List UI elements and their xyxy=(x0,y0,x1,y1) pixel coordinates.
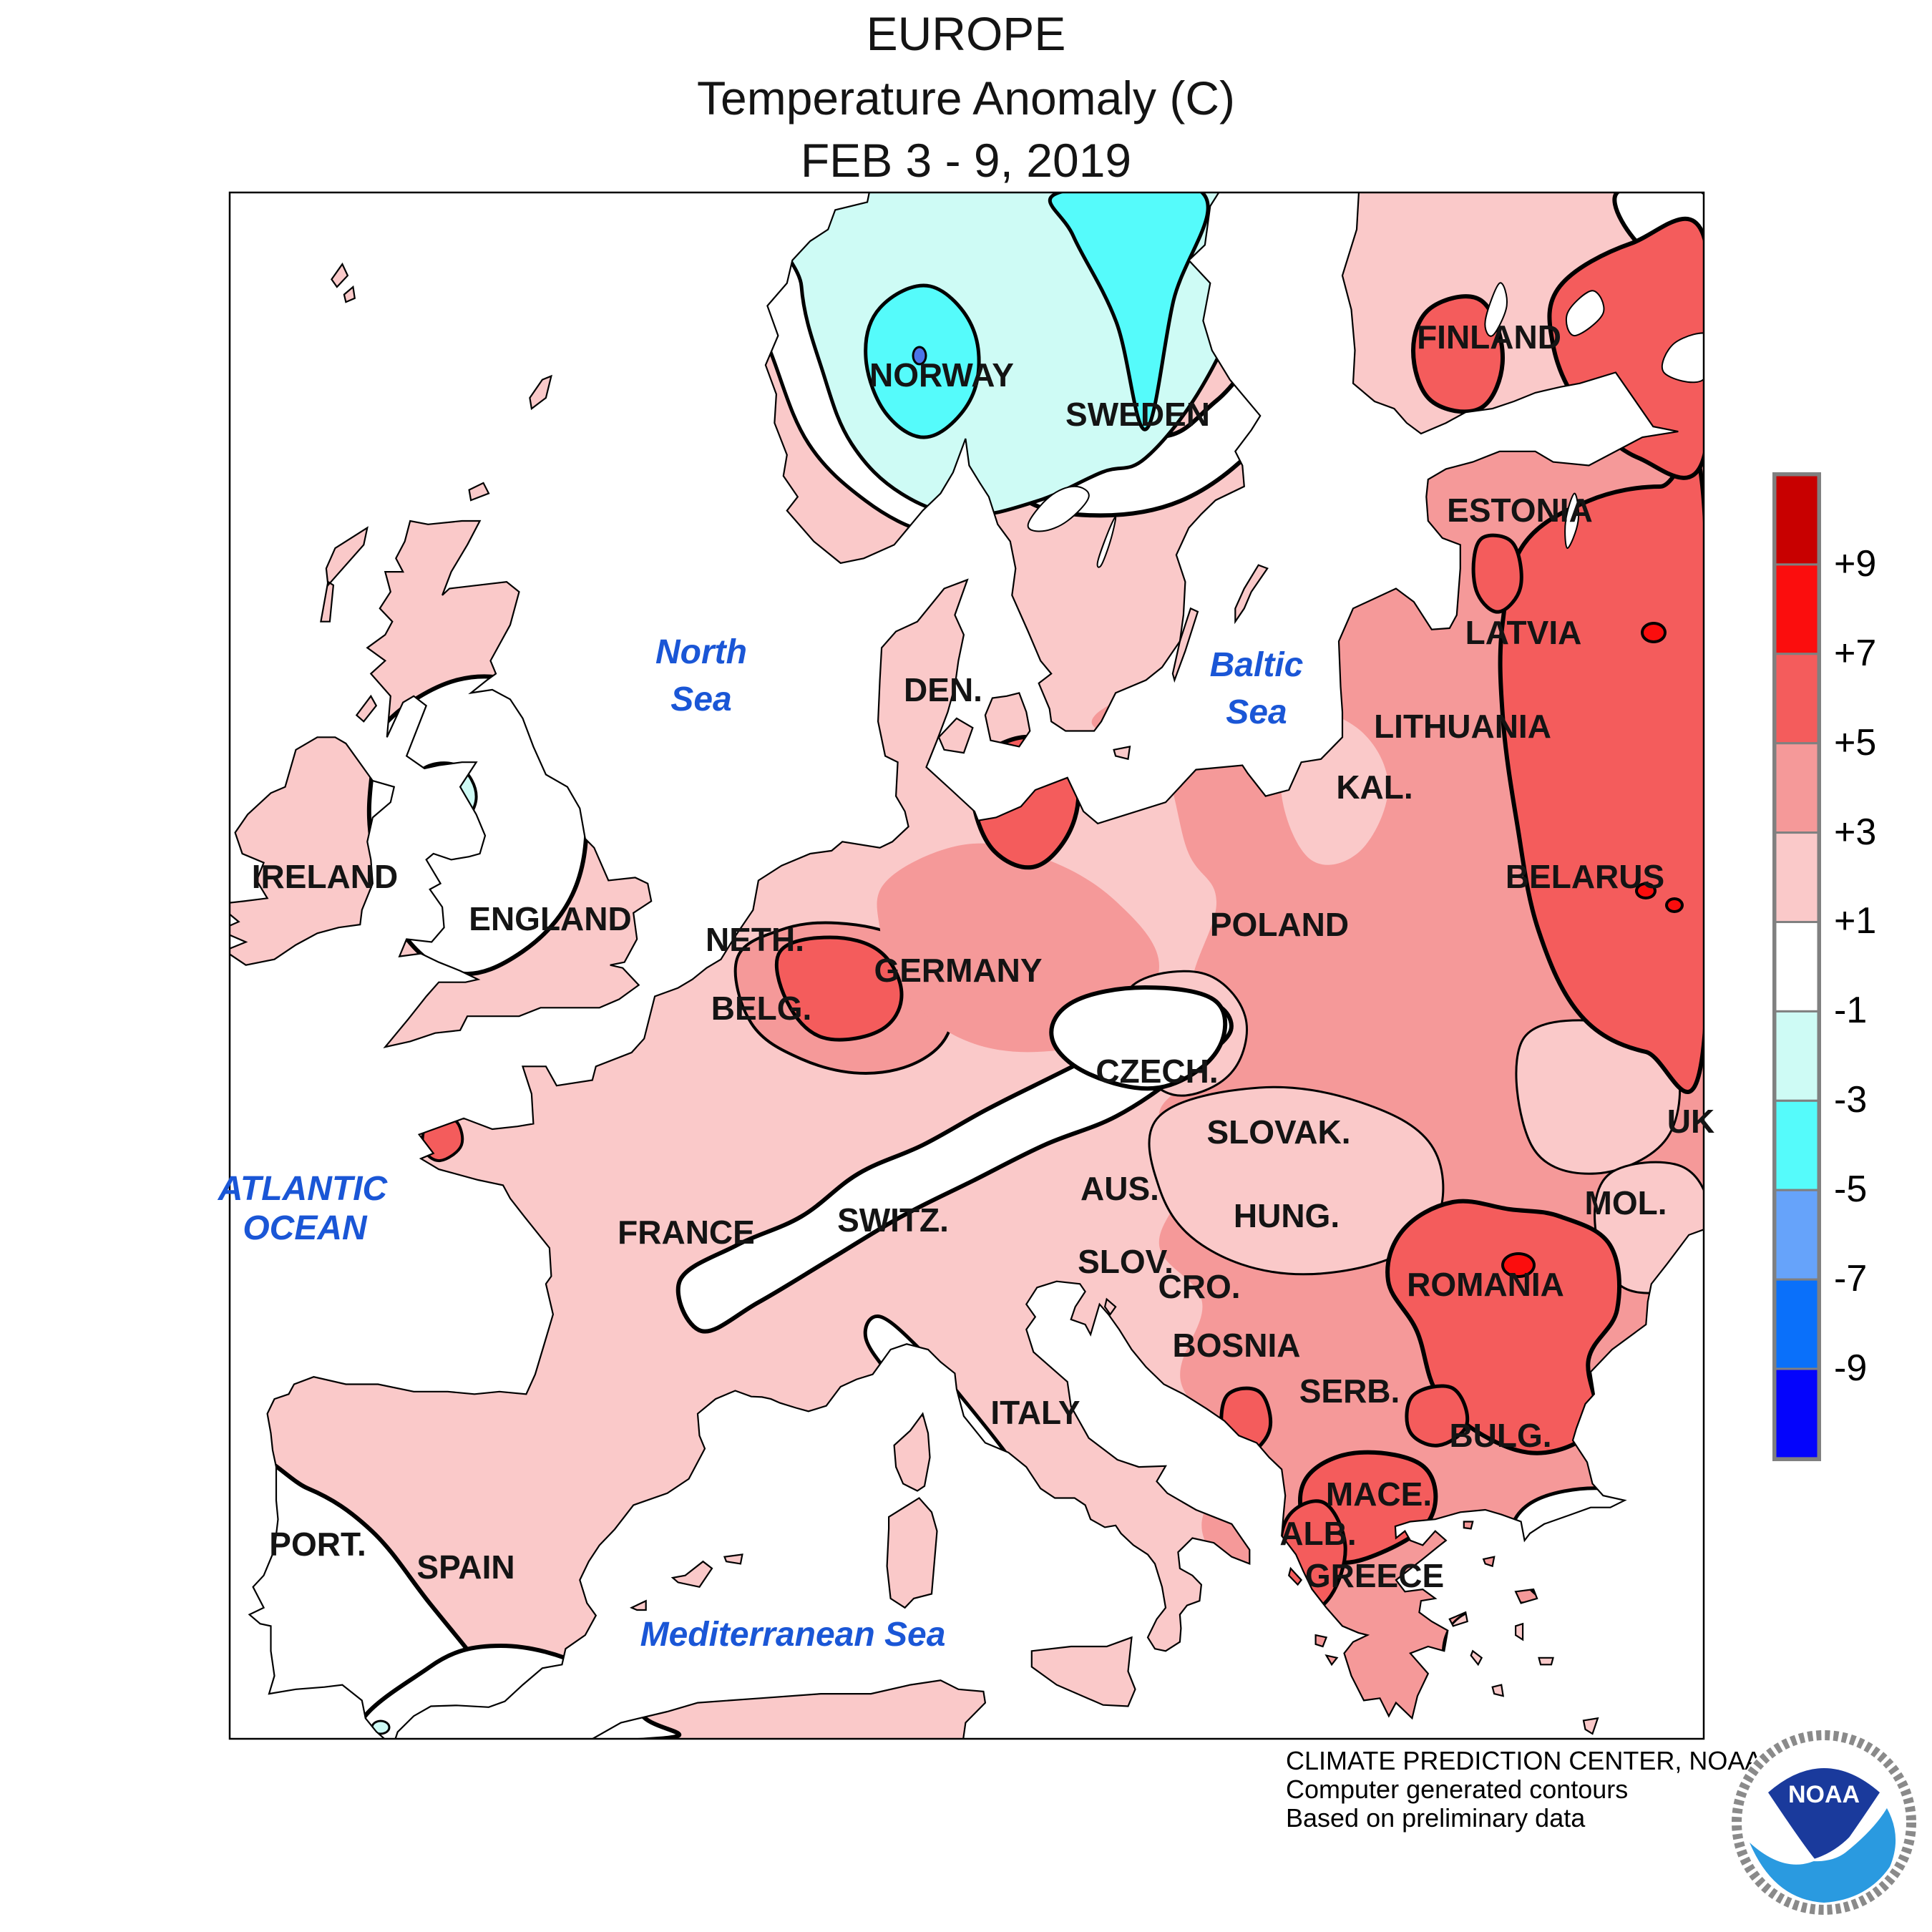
svg-text:CRO.: CRO. xyxy=(1158,1268,1241,1305)
svg-text:ESTONIA: ESTONIA xyxy=(1447,492,1593,529)
svg-text:CLIMATE PREDICTION CENTER, NOA: CLIMATE PREDICTION CENTER, NOAA xyxy=(1286,1746,1762,1775)
svg-text:Temperature Anomaly (C): Temperature Anomaly (C) xyxy=(697,72,1235,125)
svg-text:BOSNIA: BOSNIA xyxy=(1173,1327,1301,1364)
svg-text:ITALY: ITALY xyxy=(990,1394,1080,1431)
svg-text:DEN.: DEN. xyxy=(904,671,982,708)
svg-text:+1: +1 xyxy=(1834,900,1876,942)
svg-text:Computer generated contours: Computer generated contours xyxy=(1286,1775,1628,1804)
svg-text:IRELAND: IRELAND xyxy=(252,858,398,895)
svg-text:AUS.: AUS. xyxy=(1080,1170,1159,1207)
svg-text:SPAIN: SPAIN xyxy=(416,1548,514,1586)
svg-text:LATVIA: LATVIA xyxy=(1465,614,1582,651)
svg-text:NETH.: NETH. xyxy=(706,921,804,958)
svg-text:Based on preliminary data: Based on preliminary data xyxy=(1286,1803,1586,1833)
svg-text:North: North xyxy=(655,633,747,671)
svg-text:FEB 3 - 9, 2019: FEB 3 - 9, 2019 xyxy=(801,134,1131,187)
svg-text:FRANCE: FRANCE xyxy=(618,1214,755,1251)
svg-text:POLAND: POLAND xyxy=(1210,906,1349,943)
svg-text:+9: +9 xyxy=(1834,543,1876,585)
svg-text:NOAA: NOAA xyxy=(1788,1781,1860,1808)
svg-text:-7: -7 xyxy=(1834,1258,1867,1299)
svg-text:GERMANY: GERMANY xyxy=(874,952,1042,989)
svg-text:+7: +7 xyxy=(1834,633,1876,674)
svg-text:Sea: Sea xyxy=(1226,693,1287,731)
svg-text:-1: -1 xyxy=(1834,990,1867,1031)
svg-text:SLOVAK.: SLOVAK. xyxy=(1206,1113,1350,1151)
svg-text:ALB.: ALB. xyxy=(1279,1515,1356,1552)
svg-text:SERB.: SERB. xyxy=(1299,1372,1400,1410)
svg-text:MACE.: MACE. xyxy=(1326,1475,1432,1513)
svg-text:HUNG.: HUNG. xyxy=(1234,1197,1340,1234)
svg-text:CZECH.: CZECH. xyxy=(1096,1053,1218,1090)
svg-text:PORT.: PORT. xyxy=(269,1526,366,1563)
svg-text:GREECE: GREECE xyxy=(1305,1557,1444,1594)
svg-text:ENGLAND: ENGLAND xyxy=(469,900,631,937)
svg-text:Baltic: Baltic xyxy=(1210,646,1304,684)
svg-text:BELARUS: BELARUS xyxy=(1506,858,1664,895)
svg-text:SLOV.: SLOV. xyxy=(1078,1243,1174,1280)
svg-text:Mediterranean Sea: Mediterranean Sea xyxy=(640,1616,946,1654)
svg-text:NORWAY: NORWAY xyxy=(869,356,1014,394)
svg-text:BELG.: BELG. xyxy=(711,990,812,1027)
svg-text:Sea: Sea xyxy=(670,680,731,718)
svg-text:OCEAN: OCEAN xyxy=(243,1209,368,1247)
svg-text:EUROPE: EUROPE xyxy=(867,7,1066,60)
svg-text:BULG.: BULG. xyxy=(1449,1417,1551,1454)
svg-text:+3: +3 xyxy=(1834,811,1876,853)
svg-text:-5: -5 xyxy=(1834,1169,1867,1210)
svg-text:-3: -3 xyxy=(1834,1079,1867,1121)
svg-text:ATLANTIC: ATLANTIC xyxy=(218,1170,389,1208)
svg-text:KAL.: KAL. xyxy=(1336,769,1413,806)
svg-text:UK: UK xyxy=(1667,1103,1714,1140)
svg-text:-9: -9 xyxy=(1834,1347,1867,1389)
svg-text:MOL.: MOL. xyxy=(1585,1184,1667,1221)
svg-text:SWITZ.: SWITZ. xyxy=(837,1201,949,1239)
svg-text:ROMANIA: ROMANIA xyxy=(1407,1266,1564,1303)
svg-text:+5: +5 xyxy=(1834,722,1876,763)
svg-text:LITHUANIA: LITHUANIA xyxy=(1374,708,1551,745)
svg-text:FINLAND: FINLAND xyxy=(1417,318,1561,356)
svg-text:SWEDEN: SWEDEN xyxy=(1065,396,1210,433)
